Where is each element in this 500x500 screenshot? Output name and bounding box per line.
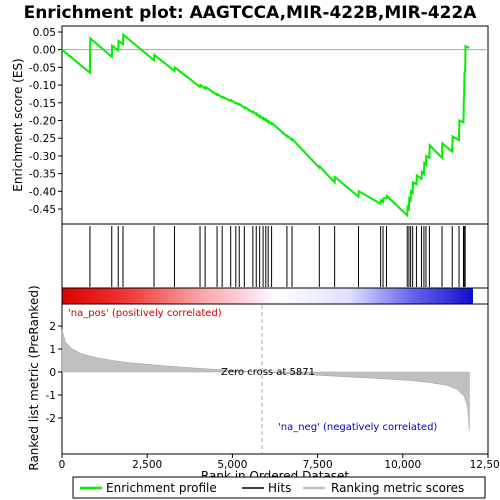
x-tick-label: 5,000 — [217, 459, 247, 471]
metric-ytick-label: 2 — [49, 321, 56, 333]
hits-panel-frame — [61, 223, 489, 289]
es-ytick-label: 0.05 — [33, 27, 56, 39]
metric-ytick-label: -2 — [46, 413, 56, 425]
es-y-ticks: 0.05 0.00 -0.05 -0.10 -0.15 -0.20 -0.25 -0.30 -0… — [29, 27, 62, 216]
x-tick-label: 2,500 — [132, 459, 162, 471]
colorbar-gradient — [62, 288, 473, 304]
es-ytick-label: -0.40 — [29, 186, 56, 198]
es-panel: 0.05 0.00 -0.05 -0.10 -0.15 -0.20 -0.25 -0.30 -0… — [11, 25, 489, 225]
chart-title: Enrichment plot: AAGTCCA,MIR-422B,MIR-42… — [24, 3, 478, 23]
es-ytick-label: -0.35 — [29, 169, 56, 181]
es-ytick-label: -0.30 — [29, 151, 56, 163]
pos-correlated-label: 'na_pos' (positively correlated) — [68, 308, 222, 319]
legend-profile-label: Enrichment profile — [106, 481, 217, 495]
es-ytick-label: -0.15 — [29, 98, 56, 110]
metric-ylabel: Ranked list metric (PreRanked) — [27, 285, 41, 470]
es-ytick-label: -0.45 — [29, 204, 56, 216]
x-axis-ticks: 0 2,500 5,000 7,500 10,000 12,500 — [59, 454, 500, 471]
es-ytick-label: -0.25 — [29, 133, 56, 145]
es-ytick-label: -0.20 — [29, 116, 56, 128]
x-tick-label: 7,500 — [303, 459, 333, 471]
x-tick-label: 12,500 — [470, 459, 500, 471]
legend: Enrichment profile Hits Ranking metric s… — [72, 476, 486, 499]
metric-ytick-label: 0 — [49, 367, 56, 379]
legend-metric-label: Ranking metric scores — [331, 481, 464, 495]
es-ytick-label: 0.00 — [33, 45, 56, 57]
x-tick-label: 0 — [59, 459, 66, 471]
metric-y-ticks: 2 1 0 -1 -2 — [46, 321, 62, 425]
ranking-metric-area — [61, 329, 470, 431]
legend-frame — [72, 476, 486, 499]
zero-cross-label: Zero cross at 5871 — [221, 367, 315, 378]
x-tick-label: 10,000 — [384, 459, 421, 471]
enrichment-profile-line — [61, 32, 470, 218]
es-ytick-label: -0.05 — [29, 62, 56, 74]
metric-ytick-label: 1 — [49, 344, 56, 356]
neg-correlated-label: 'na_neg' (negatively correlated) — [278, 422, 437, 433]
metric-ytick-label: -1 — [46, 390, 56, 402]
legend-hits-label: Hits — [268, 481, 291, 495]
es-ylabel: Enrichment score (ES) — [11, 58, 25, 191]
hits-panel — [61, 223, 489, 289]
hit-lines — [89, 226, 466, 287]
es-ytick-label: -0.10 — [29, 80, 56, 92]
metric-panel: 2 1 0 -1 -2 'na_pos' (positively correlated)… — [27, 285, 489, 471]
ranking-colorbar — [61, 287, 489, 305]
